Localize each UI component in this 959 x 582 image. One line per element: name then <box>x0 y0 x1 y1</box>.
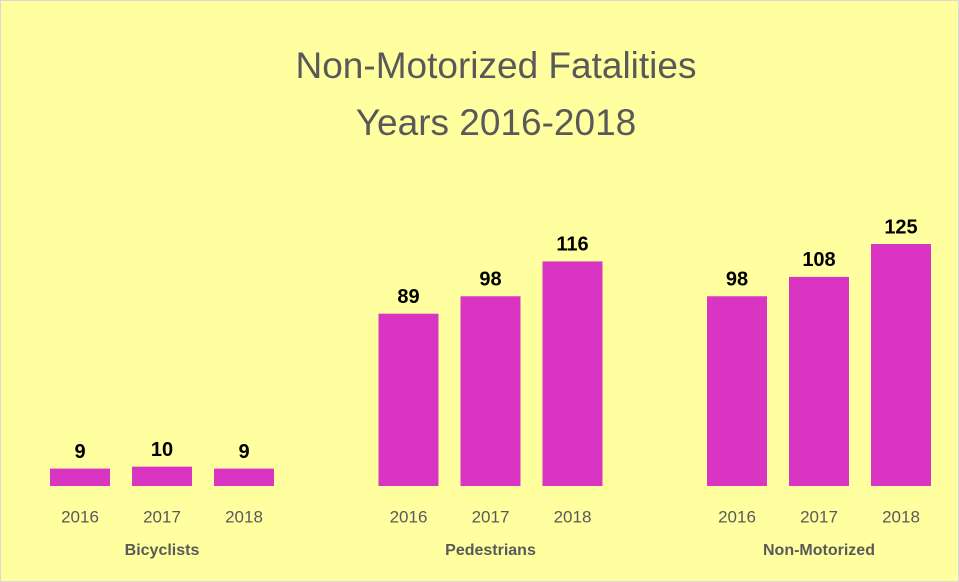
bar <box>378 313 439 486</box>
data-label: 9 <box>238 441 249 463</box>
x-tick-label: 2016 <box>390 507 428 526</box>
x-tick-label: 2017 <box>800 507 838 526</box>
data-label: 108 <box>802 249 835 271</box>
data-label: 116 <box>556 234 588 256</box>
group-label: Pedestrians <box>445 542 536 559</box>
bar <box>871 244 931 486</box>
data-label: 98 <box>479 269 501 291</box>
x-tick-label: 2018 <box>882 507 920 526</box>
data-label: 10 <box>151 439 173 461</box>
group-label: Bicyclists <box>125 542 200 559</box>
bar <box>542 261 603 486</box>
bar <box>789 276 849 486</box>
data-label: 98 <box>726 269 748 291</box>
x-tick-label: 2017 <box>472 507 510 526</box>
bar <box>50 468 110 486</box>
bar <box>460 296 521 486</box>
data-label: 9 <box>74 441 85 463</box>
x-tick-label: 2018 <box>554 507 592 526</box>
group-label: Non-Motorized <box>763 542 875 559</box>
bar <box>132 466 192 486</box>
data-label: 125 <box>884 216 917 238</box>
x-tick-label: 2016 <box>718 507 756 526</box>
data-label: 89 <box>397 286 419 308</box>
bar <box>707 296 767 486</box>
x-tick-label: 2018 <box>225 507 263 526</box>
bar <box>214 468 274 486</box>
x-tick-label: 2016 <box>61 507 99 526</box>
chart-subtitle: Years 2016-2018 <box>356 102 636 143</box>
x-tick-label: 2017 <box>143 507 181 526</box>
chart-title: Non-Motorized Fatalities <box>296 45 697 86</box>
